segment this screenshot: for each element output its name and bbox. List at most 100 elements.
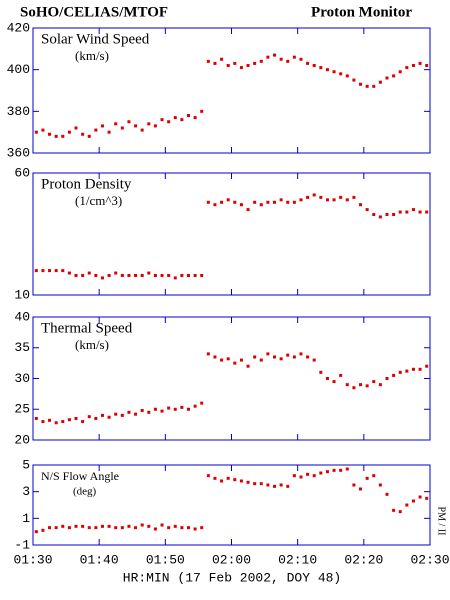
data-point <box>239 66 243 70</box>
data-point <box>67 526 71 530</box>
data-point <box>134 526 138 530</box>
data-point <box>259 59 263 63</box>
data-point <box>233 478 237 482</box>
data-point <box>160 118 164 122</box>
title-left: SoHO/CELIAS/MTOF <box>20 4 168 20</box>
data-point <box>226 64 230 67</box>
data-point <box>41 128 45 132</box>
data-point <box>186 273 190 277</box>
data-point <box>140 273 144 277</box>
data-point <box>365 208 369 212</box>
data-point <box>94 273 98 277</box>
data-point <box>292 355 296 359</box>
data-point <box>34 530 38 534</box>
data-point <box>226 198 230 202</box>
data-point <box>206 59 210 63</box>
data-point <box>147 271 151 275</box>
data-point <box>167 273 171 277</box>
data-point <box>299 352 303 356</box>
data-point <box>239 358 243 362</box>
data-point <box>173 524 177 528</box>
data-point <box>61 134 65 138</box>
data-point <box>405 503 409 507</box>
y-tick-label: 30 <box>14 371 30 386</box>
y-tick-label: 400 <box>7 62 30 77</box>
data-point <box>94 416 98 420</box>
data-point <box>266 55 270 59</box>
data-point <box>266 483 270 487</box>
panel-unit: (deg) <box>73 486 97 498</box>
data-point <box>140 523 144 527</box>
panel-title: Solar Wind Speed <box>41 31 150 47</box>
data-point <box>134 273 138 277</box>
data-point <box>48 418 52 422</box>
panel-title: Thermal Speed <box>41 320 133 336</box>
data-point <box>385 212 389 216</box>
data-point <box>100 524 104 528</box>
data-point <box>54 421 58 425</box>
y-tick-label: 10 <box>14 287 30 302</box>
y-tick-label: 25 <box>14 402 30 417</box>
x-tick-label: 01:40 <box>80 552 119 567</box>
data-point <box>306 61 310 65</box>
data-point <box>319 66 323 70</box>
data-point <box>193 116 197 120</box>
data-point <box>180 526 184 530</box>
data-point <box>193 404 197 408</box>
data-point <box>239 203 243 207</box>
x-tick-label: 01:30 <box>13 552 52 567</box>
data-point <box>286 353 290 357</box>
data-point <box>127 410 131 414</box>
data-point <box>306 472 310 476</box>
data-point <box>411 367 415 371</box>
data-point <box>292 200 296 204</box>
data-point <box>279 57 283 61</box>
data-point <box>67 130 71 134</box>
data-point <box>193 527 197 531</box>
data-point <box>332 468 336 472</box>
data-point <box>273 53 277 57</box>
data-point <box>385 492 389 496</box>
data-point <box>173 116 177 120</box>
data-point <box>365 384 369 388</box>
data-point <box>418 61 422 65</box>
data-point <box>398 370 402 374</box>
y-tick-label: 35 <box>14 340 30 355</box>
data-point <box>325 198 329 202</box>
y-tick-label: 3 <box>22 484 30 499</box>
data-point <box>186 407 190 411</box>
data-point <box>425 496 429 500</box>
data-point <box>359 82 363 86</box>
data-point <box>200 401 204 405</box>
data-point <box>345 467 349 471</box>
data-point <box>359 203 363 207</box>
data-point <box>392 373 396 377</box>
data-point <box>425 210 429 214</box>
data-point <box>299 475 303 479</box>
data-point <box>372 474 376 478</box>
data-point <box>206 474 210 478</box>
data-point <box>286 59 290 63</box>
data-point <box>220 200 224 204</box>
data-point <box>246 480 250 484</box>
data-point <box>226 357 230 361</box>
data-point <box>398 210 402 214</box>
data-point <box>180 118 184 122</box>
data-point <box>332 380 336 384</box>
x-tick-label: 02:20 <box>344 552 383 567</box>
data-point <box>200 526 204 530</box>
data-point <box>279 483 283 487</box>
data-point <box>87 271 91 275</box>
data-point <box>266 352 270 356</box>
y-tick-label: 420 <box>7 20 30 35</box>
data-point <box>54 134 58 138</box>
data-point <box>279 198 283 202</box>
data-point <box>253 61 257 65</box>
data-point <box>398 70 402 74</box>
data-point <box>345 74 349 78</box>
data-point <box>94 526 98 530</box>
data-point <box>67 271 71 275</box>
data-point <box>279 357 283 361</box>
data-point <box>94 128 98 132</box>
data-point <box>312 193 316 197</box>
